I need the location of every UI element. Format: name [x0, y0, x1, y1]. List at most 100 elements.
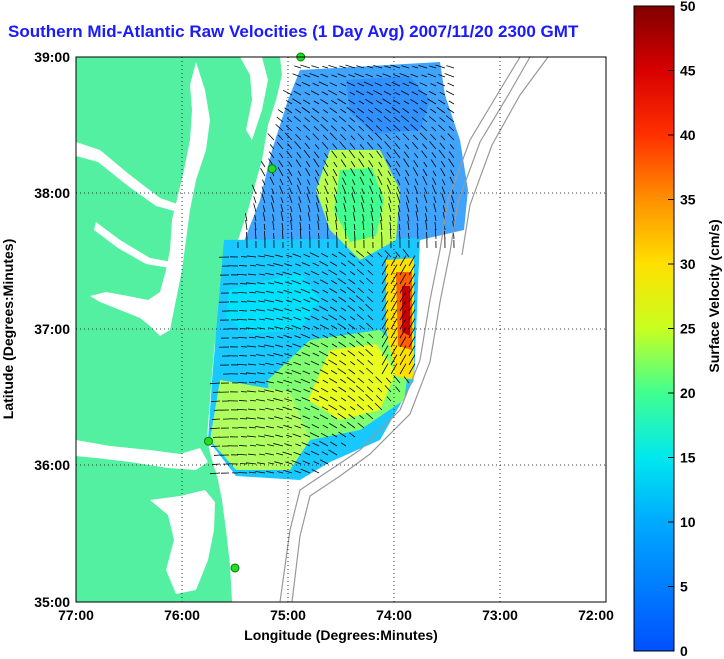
velocity-vector — [319, 324, 329, 330]
velocity-vector — [349, 91, 356, 96]
velocity-vector — [391, 81, 401, 87]
velocity-vector — [273, 443, 284, 447]
velocity-vector — [411, 91, 419, 96]
velocity-vector — [267, 309, 275, 312]
velocity-vector — [386, 396, 392, 402]
velocity-vector — [408, 336, 416, 348]
velocity-vector — [399, 264, 407, 276]
velocity-vector — [313, 281, 320, 285]
velocity-vector — [399, 363, 407, 375]
velocity-vector — [337, 73, 347, 78]
velocity-vector — [321, 91, 329, 96]
velocity-vector — [308, 230, 311, 240]
velocity-vector — [339, 423, 347, 429]
velocity-vector — [342, 177, 347, 186]
velocity-vector — [304, 452, 311, 456]
colorbar-tick-label: 35 — [680, 192, 696, 208]
velocity-vector — [282, 406, 293, 411]
colorbar-tick-label: 45 — [680, 63, 696, 79]
velocity-vector — [286, 254, 293, 258]
velocity-vector — [322, 167, 329, 177]
station-marker — [204, 436, 213, 446]
velocity-vector — [390, 354, 398, 366]
velocity-vector — [256, 309, 266, 312]
velocity-vector — [310, 315, 320, 321]
velocity-vector — [276, 141, 284, 150]
velocity-vector — [319, 395, 329, 402]
velocity-vector — [413, 160, 419, 168]
velocity-vector — [347, 260, 356, 267]
colorbar-tick-label: 50 — [680, 0, 696, 14]
velocity-vector — [347, 395, 356, 402]
velocity-vector — [266, 290, 275, 294]
velocity-vector — [275, 434, 284, 438]
velocity-vector — [415, 204, 419, 213]
velocity-vector — [255, 470, 266, 474]
velocity-vector — [258, 390, 266, 393]
velocity-vector — [330, 125, 338, 132]
velocity-vector — [303, 433, 311, 438]
velocity-vector — [297, 170, 302, 177]
velocity-vector — [420, 99, 428, 105]
velocity-vector — [314, 176, 320, 186]
velocity-vector — [331, 74, 338, 78]
velocity-vector — [367, 360, 374, 366]
velocity-vector — [283, 334, 293, 339]
colorbar-label: Surface Velocity (cm/s) — [706, 219, 722, 372]
velocity-vector — [249, 336, 257, 339]
velocity-vector — [320, 432, 329, 438]
chesapeake-bay — [90, 62, 210, 336]
velocity-vector — [367, 405, 374, 411]
velocity-vector — [431, 152, 437, 159]
velocity-vector — [365, 349, 374, 357]
velocity-vector — [275, 299, 284, 303]
velocity-vector — [274, 461, 284, 465]
velocity-vector — [446, 65, 455, 69]
velocity-vector — [293, 116, 302, 123]
velocity-vector — [430, 83, 437, 87]
velocity-vector — [390, 64, 401, 69]
velocity-vector — [303, 74, 311, 78]
velocity-vector — [321, 406, 329, 411]
velocity-vector — [381, 345, 389, 357]
velocity-vector — [427, 98, 437, 105]
velocity-vector — [239, 373, 248, 375]
velocity-vector — [304, 407, 311, 411]
velocity-vector — [423, 194, 428, 204]
velocity-vector — [329, 306, 338, 312]
velocity-vector — [286, 150, 293, 159]
velocity-vector — [291, 415, 302, 420]
x-tick-label: 76:00 — [164, 607, 200, 623]
velocity-vector — [276, 116, 284, 123]
velocity-vector — [372, 89, 383, 96]
velocity-vector — [295, 83, 302, 87]
velocity-vector — [249, 381, 257, 384]
velocity-vector — [381, 255, 389, 267]
velocity-vector — [302, 370, 311, 375]
velocity-vector — [260, 167, 266, 177]
velocity-vector — [266, 425, 275, 429]
velocity-vector — [308, 224, 311, 231]
velocity-vector — [431, 126, 437, 132]
velocity-vector — [402, 248, 410, 258]
velocity-vector — [236, 273, 248, 276]
velocity-vector — [303, 124, 311, 132]
velocity-vector — [239, 463, 248, 465]
velocity-vector — [390, 363, 398, 375]
velocity-vector — [397, 212, 401, 222]
velocity-vector — [452, 214, 455, 222]
velocity-vector — [346, 106, 356, 114]
velocity-vector — [286, 344, 293, 348]
rappahannock-river — [94, 222, 172, 268]
velocity-vector — [267, 133, 275, 141]
velocity-vector — [273, 308, 284, 312]
velocity-vector — [367, 270, 374, 276]
velocity-vector — [348, 278, 356, 285]
velocity-vector — [395, 386, 401, 393]
velocity-vector — [408, 273, 416, 285]
velocity-vector — [407, 221, 410, 231]
velocity-vector — [369, 152, 374, 159]
velocity-vector — [293, 316, 302, 321]
velocity-vector — [302, 460, 311, 465]
velocity-vector — [367, 315, 374, 321]
